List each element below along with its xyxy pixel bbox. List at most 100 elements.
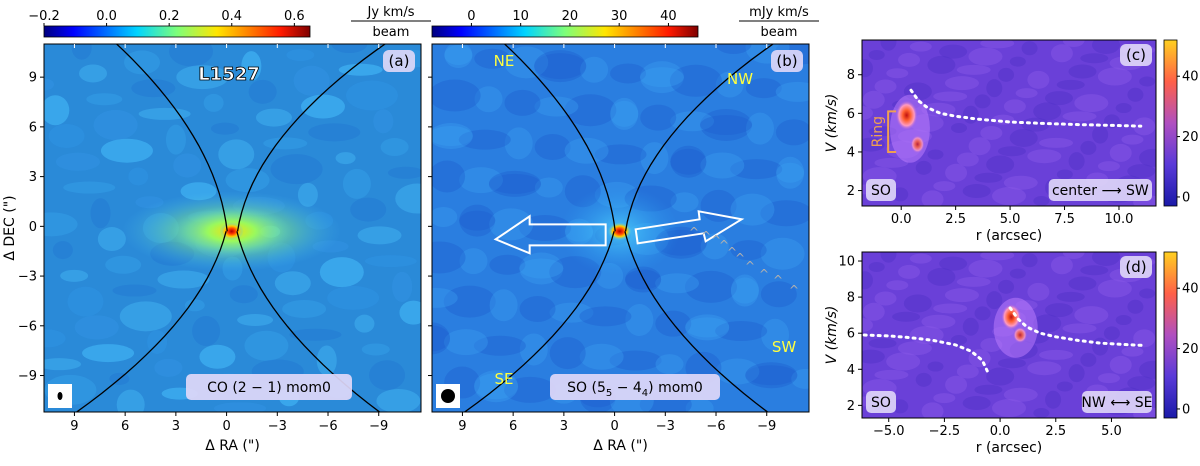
texture	[534, 177, 563, 198]
colorbar-tick-label: −0.2	[28, 9, 60, 24]
texture	[300, 94, 345, 119]
texture	[760, 200, 809, 227]
texture	[1068, 276, 1097, 291]
texture	[1133, 329, 1156, 348]
y-tick-label: 2	[847, 184, 855, 199]
texture	[992, 187, 1026, 206]
x-tick-label: −2.5	[929, 424, 961, 439]
texture	[945, 163, 968, 182]
texture	[147, 330, 168, 355]
texture	[868, 338, 897, 349]
texture	[880, 40, 897, 51]
x-tick-label: 5.0	[1000, 212, 1021, 227]
texture	[1056, 169, 1073, 180]
texture	[1097, 161, 1120, 172]
texture	[1092, 125, 1109, 144]
colorbar-tick-label: 0	[1182, 402, 1190, 417]
texture	[263, 137, 308, 150]
texture	[745, 112, 774, 145]
texture	[1050, 44, 1073, 63]
texture	[154, 358, 183, 377]
texture	[489, 254, 526, 275]
colorbar-tick-label: 0.6	[284, 9, 305, 24]
texture	[282, 299, 327, 318]
texture	[519, 215, 572, 241]
texture	[380, 138, 409, 157]
texture	[459, 167, 504, 194]
texture	[939, 44, 968, 59]
texture	[399, 300, 421, 325]
y-tick-label: 2	[847, 399, 855, 414]
texture	[639, 67, 684, 88]
texture	[685, 317, 730, 338]
pv-image	[862, 40, 1156, 206]
texture	[432, 79, 481, 112]
texture	[1097, 279, 1132, 298]
texture	[992, 399, 1026, 418]
texture	[962, 317, 979, 336]
texture	[549, 337, 586, 370]
texture	[921, 102, 956, 117]
axes-frame	[861, 251, 1157, 419]
x-tick-label: −6	[706, 419, 725, 434]
colorbar-tick-label: 20	[1182, 130, 1199, 145]
x-tick-label: 5.0	[1101, 424, 1122, 439]
texture	[459, 204, 496, 237]
texture	[1139, 148, 1156, 167]
texture	[354, 314, 375, 333]
texture	[1039, 349, 1074, 360]
texture	[862, 271, 873, 290]
texture	[886, 280, 909, 291]
texture	[165, 124, 186, 155]
panel-d: −5.0 −2.5 0.0 2.5 5.0 r (arcsec) 2 4 6 8 10 V (km/s…	[824, 251, 1199, 456]
texture	[214, 402, 267, 412]
texture	[1027, 361, 1062, 376]
texture	[443, 285, 496, 318]
texture	[685, 314, 730, 341]
texture	[874, 369, 909, 380]
texture	[745, 365, 798, 386]
colorbar	[43, 25, 311, 38]
texture	[760, 281, 797, 308]
panel-label: (d)	[1125, 258, 1146, 276]
streamer-marker: ^	[711, 233, 721, 247]
annotation: SO (55 − 44) mom0	[567, 380, 703, 399]
x-tick-label: −6	[318, 419, 337, 434]
source-label: L1527	[198, 64, 260, 85]
texture	[921, 190, 944, 206]
texture	[715, 44, 752, 54]
texture	[1121, 346, 1144, 357]
texture	[986, 79, 1003, 98]
quadrant-label-sw: SW	[772, 338, 797, 356]
texture	[1062, 252, 1085, 259]
texture	[1080, 265, 1109, 276]
texture	[730, 159, 783, 180]
texture	[730, 274, 759, 307]
x-tick-label: −9	[757, 419, 776, 434]
texture	[974, 172, 1003, 183]
streamer-marker: ^	[701, 229, 711, 243]
rotation-curve	[909, 88, 1143, 128]
texture	[112, 284, 157, 297]
texture	[610, 63, 647, 84]
texture	[342, 168, 371, 199]
texture	[874, 157, 909, 168]
annotation-part: − 4	[612, 380, 642, 396]
panel-label: (b)	[776, 52, 797, 70]
texture	[951, 122, 968, 133]
texture	[1139, 288, 1156, 299]
y-tick-label: 10	[838, 255, 855, 270]
texture	[655, 354, 684, 375]
texture	[327, 285, 380, 310]
x-tick-label: −5.0	[873, 424, 905, 439]
colorbar-unit-bottom: beam	[761, 25, 798, 40]
texture	[316, 345, 337, 376]
texture	[376, 388, 421, 412]
texture	[892, 187, 909, 202]
texture	[63, 181, 116, 194]
emission-secondary	[1013, 327, 1028, 343]
texture	[1097, 67, 1132, 86]
texture	[74, 315, 119, 340]
panel-label: (c)	[1126, 46, 1146, 64]
texture	[700, 114, 753, 135]
